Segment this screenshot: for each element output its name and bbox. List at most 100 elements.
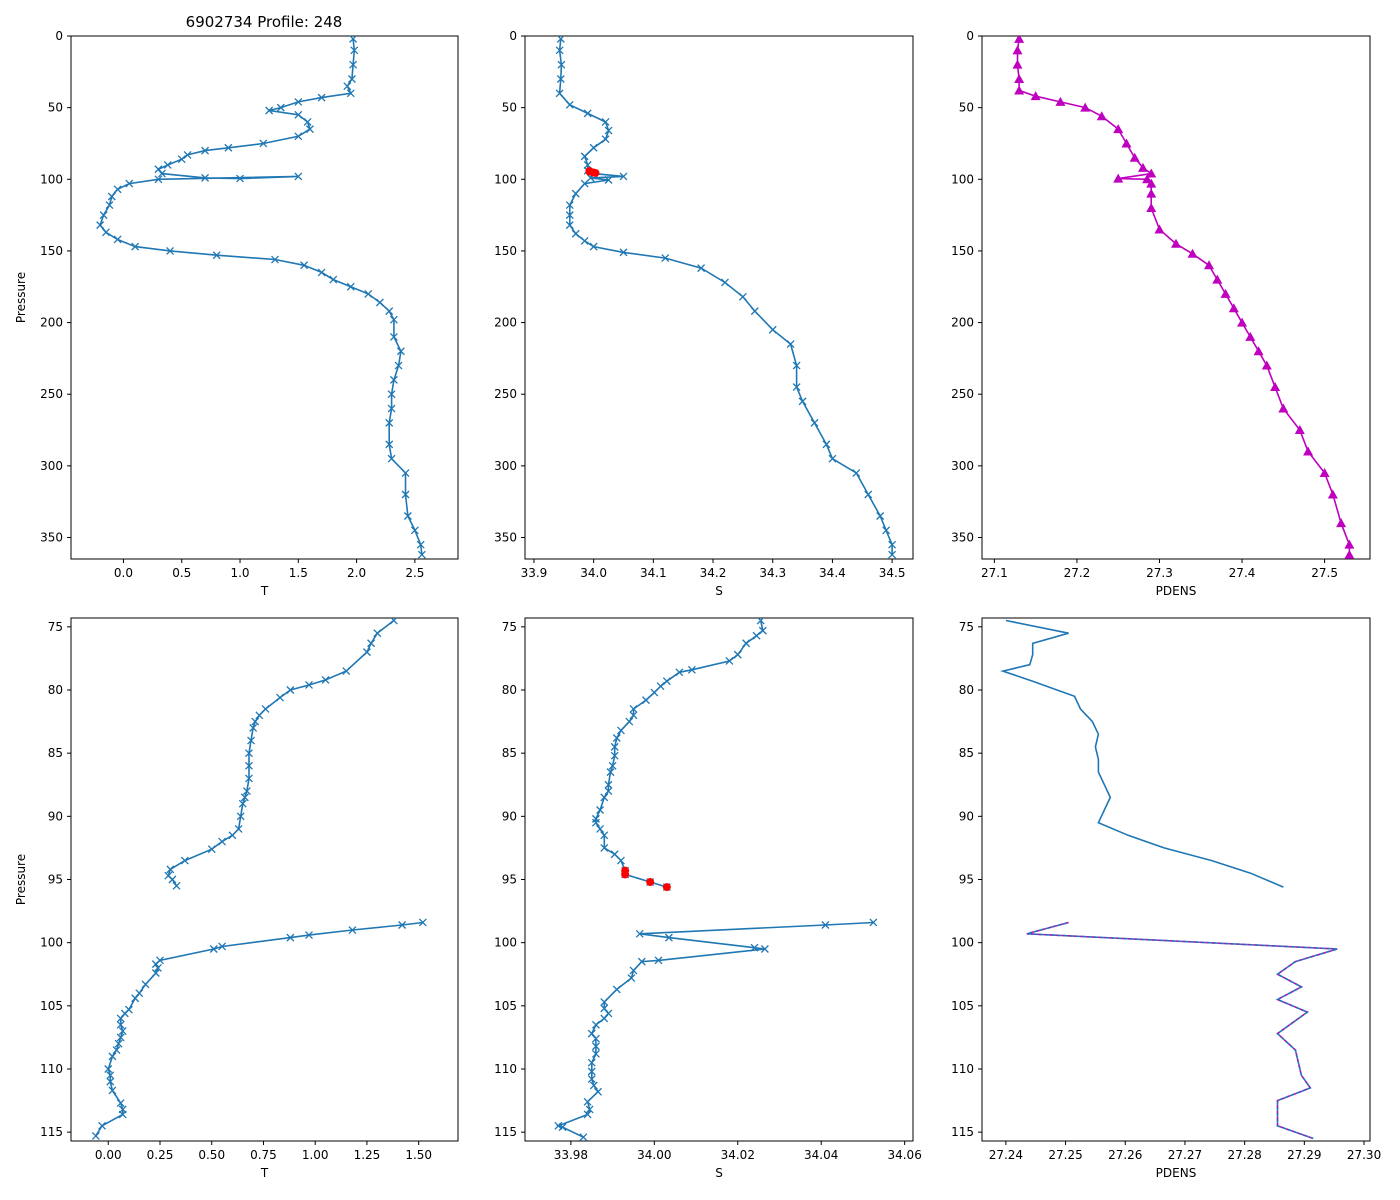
y-tick-label: 100 xyxy=(951,172,974,186)
y-tick-label: 105 xyxy=(494,999,517,1013)
data-point-x xyxy=(591,818,600,827)
y-axis-label: Pressure xyxy=(14,854,28,905)
data-point-x xyxy=(346,89,355,98)
data-point-triangle xyxy=(1146,168,1157,178)
y-tick-label: 95 xyxy=(959,873,974,887)
series-line-t-upper xyxy=(167,619,395,887)
data-point-x xyxy=(154,175,163,184)
data-point-x xyxy=(642,696,650,705)
data-point-triangle xyxy=(1154,224,1165,234)
data-point-x xyxy=(141,980,150,989)
y-tick-label: 200 xyxy=(494,316,517,330)
data-point-x xyxy=(236,174,244,183)
x-tick-label: 27.26 xyxy=(1108,1148,1142,1162)
y-tick-label: 150 xyxy=(40,244,63,258)
y-tick-label: 350 xyxy=(951,531,974,545)
y-tick-label: 75 xyxy=(48,620,63,634)
data-point-x xyxy=(228,831,237,840)
panel-pdens-zoom: 27.24 27.25 27.26 27.27 27.28 27.29 27.30 75 80 8… xyxy=(951,617,1381,1180)
data-point-x xyxy=(113,185,122,194)
y-tick-label: 0 xyxy=(55,29,63,43)
data-point-x xyxy=(556,75,565,83)
data-point-x xyxy=(786,340,795,349)
data-point-x xyxy=(207,845,216,854)
y-tick-label: 80 xyxy=(502,683,517,697)
data-point-x xyxy=(163,160,172,169)
x-axis-label: T xyxy=(260,1166,269,1180)
data-point-x xyxy=(604,787,613,796)
data-point-x xyxy=(108,1086,117,1095)
data-point-x xyxy=(151,960,160,969)
data-point-x xyxy=(594,1087,602,1096)
data-point-x xyxy=(251,717,260,726)
y-tick-label: 150 xyxy=(951,244,974,258)
data-point-triangle xyxy=(1014,73,1025,83)
data-point-x xyxy=(403,512,412,520)
plot-area xyxy=(555,36,897,559)
data-point-x xyxy=(792,383,801,392)
data-point-x xyxy=(589,1081,598,1090)
data-point-x xyxy=(401,490,410,499)
data-point-x xyxy=(583,109,592,118)
x-tick-label: 34.00 xyxy=(637,1148,671,1162)
data-point-x xyxy=(798,397,807,406)
data-point-x xyxy=(888,540,897,549)
data-point-x xyxy=(238,799,247,808)
data-point-x xyxy=(349,60,358,69)
y-tick-label: 350 xyxy=(494,531,517,545)
data-point-x xyxy=(610,742,619,751)
data-point-x xyxy=(245,749,253,758)
x-tick-label: 27.25 xyxy=(1048,1148,1082,1162)
data-point-x xyxy=(821,921,830,929)
figure-title: 6902734 Profile: 248 xyxy=(186,13,343,31)
x-axis-label: S xyxy=(715,584,723,598)
data-point-triangle xyxy=(1245,331,1256,341)
data-point-x xyxy=(687,665,696,674)
data-point-triangle xyxy=(1121,138,1132,148)
data-point-x xyxy=(557,60,566,69)
data-point-x xyxy=(661,254,670,263)
data-point-x xyxy=(725,656,734,665)
data-point-x xyxy=(249,723,258,732)
data-point-triangle xyxy=(1012,59,1023,69)
x-tick-label: 27.1 xyxy=(981,566,1008,580)
data-point-x xyxy=(565,201,574,210)
data-point-x xyxy=(616,856,625,865)
data-point-x xyxy=(329,275,338,284)
data-point-x xyxy=(172,881,181,890)
panel-s-zoom: 33.98 34.00 34.02 34.04 34.06 75 80 85 90 95 100 10… xyxy=(494,617,922,1180)
data-point-x xyxy=(183,150,192,159)
data-point-x xyxy=(738,292,747,301)
data-point-x xyxy=(650,688,659,697)
data-point-triangle xyxy=(1171,238,1181,248)
plot-area xyxy=(554,618,878,1141)
data-point-x xyxy=(600,793,609,802)
data-point-triangle xyxy=(1344,549,1355,559)
data-point-x xyxy=(347,75,356,83)
y-tick-label: 80 xyxy=(959,683,974,697)
data-point-x xyxy=(125,179,134,188)
y-tick-label: 95 xyxy=(502,873,517,887)
data-point-x xyxy=(610,850,619,859)
y-tick-label: 115 xyxy=(494,1125,517,1139)
x-tick-label: 1.5 xyxy=(289,566,308,580)
data-point-x xyxy=(565,211,574,220)
data-point-x xyxy=(102,228,110,237)
data-point-x xyxy=(792,361,801,370)
x-tick-label: 0.0 xyxy=(114,566,133,580)
data-point-x xyxy=(810,418,819,427)
data-point-x xyxy=(565,100,574,109)
data-point-x xyxy=(201,173,210,182)
data-point-x xyxy=(305,680,313,689)
flagged-point xyxy=(621,870,630,879)
data-point-triangle xyxy=(1080,102,1091,112)
data-point-x xyxy=(104,1065,113,1073)
data-point-x xyxy=(389,375,398,384)
data-point-x xyxy=(106,1071,115,1080)
y-tick-label: 115 xyxy=(40,1125,63,1139)
data-point-x xyxy=(255,711,264,720)
x-axis-label: S xyxy=(715,1166,723,1180)
data-point-x xyxy=(654,956,663,965)
data-point-x xyxy=(558,1123,567,1132)
data-point-triangle xyxy=(1014,36,1025,43)
